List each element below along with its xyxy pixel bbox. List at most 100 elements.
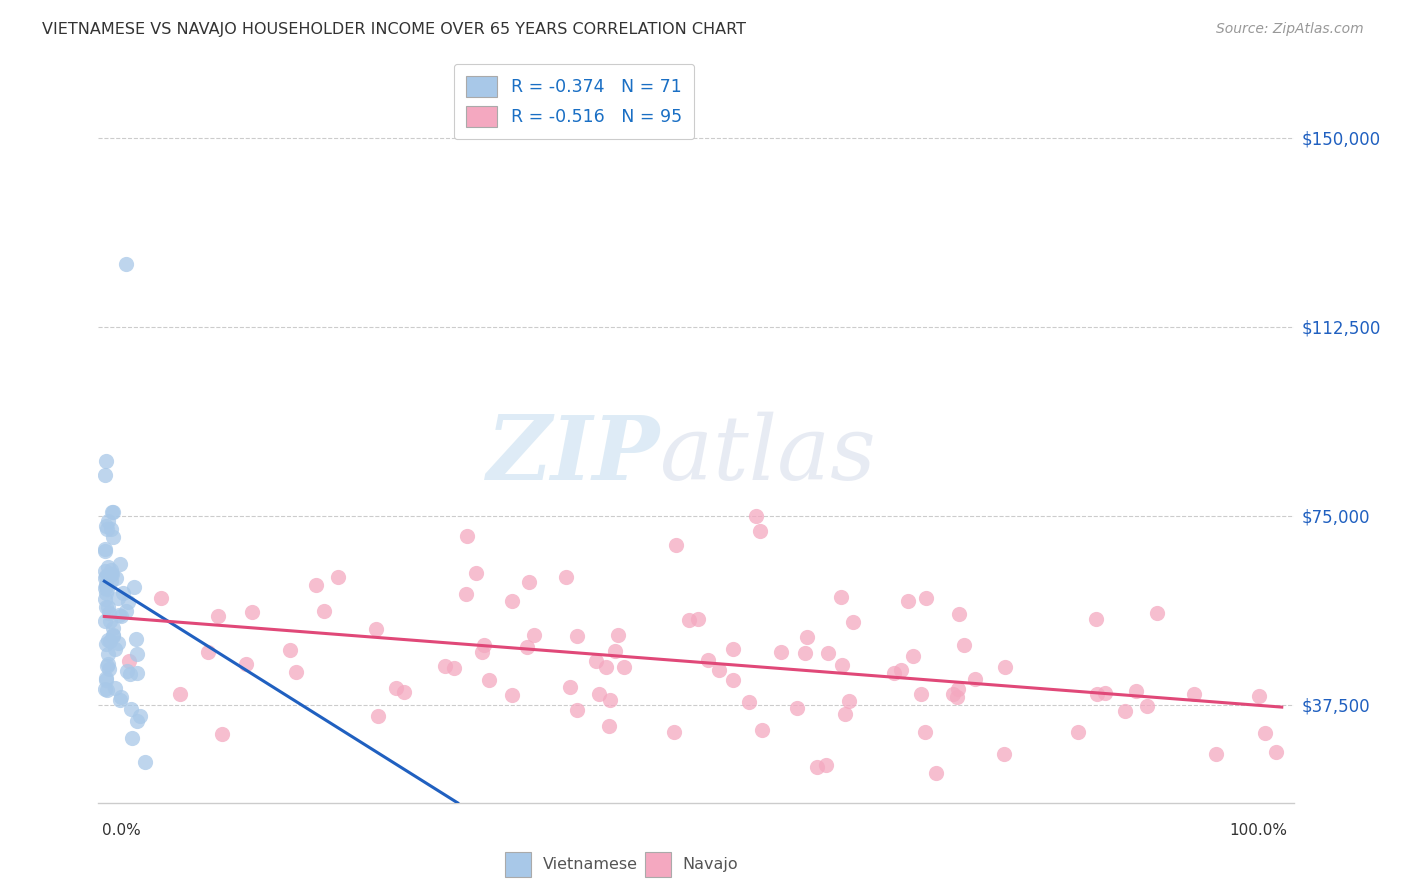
Point [305, 578, 328, 592]
Point [1136, 699, 1159, 714]
Text: Navajo: Navajo [683, 857, 738, 872]
Point [127, 647, 149, 661]
Point [114, 604, 136, 618]
Point [96, 683, 118, 698]
Point [890, 663, 912, 677]
Point [94, 579, 117, 593]
Point [897, 593, 920, 607]
Point [100, 574, 122, 588]
Point [312, 604, 335, 618]
Text: VIETNAMESE VS NAVAJO HOUSEHOLDER INCOME OVER 65 YEARS CORRELATION CHART: VIETNAMESE VS NAVAJO HOUSEHOLDER INCOME … [42, 22, 747, 37]
Point [108, 693, 131, 707]
Point [100, 522, 122, 536]
Point [94, 581, 117, 595]
Point [101, 621, 124, 635]
Point [107, 636, 129, 650]
Point [456, 529, 478, 543]
Point [97, 600, 120, 615]
Point [554, 569, 576, 583]
Point [834, 706, 856, 721]
Point [688, 612, 710, 626]
Point [1085, 687, 1108, 701]
Point [104, 681, 127, 695]
Point [97, 567, 120, 582]
Point [465, 566, 488, 580]
Point [96, 659, 118, 673]
Point [585, 654, 607, 668]
Point [607, 628, 630, 642]
Point [472, 639, 495, 653]
Point [1265, 745, 1288, 759]
Point [96, 582, 118, 596]
Point [994, 659, 1017, 673]
Point [112, 585, 135, 599]
Point [794, 647, 817, 661]
Point [108, 558, 131, 572]
Point [94, 591, 117, 606]
Point [364, 622, 387, 636]
Point [946, 682, 969, 697]
Point [471, 645, 494, 659]
Point [121, 731, 143, 745]
Point [830, 590, 852, 604]
Point [434, 659, 457, 673]
Text: ZIP: ZIP [486, 411, 661, 498]
Point [240, 605, 263, 619]
Point [107, 591, 129, 605]
Point [1254, 726, 1277, 740]
Point [565, 703, 588, 717]
Point [169, 687, 191, 701]
Point [751, 723, 773, 737]
Point [94, 541, 117, 556]
Point [942, 687, 965, 701]
Point [98, 634, 121, 648]
Point [745, 508, 768, 523]
Point [817, 646, 839, 660]
Point [94, 571, 117, 585]
Point [101, 530, 124, 544]
Point [98, 568, 121, 582]
Point [96, 600, 118, 615]
Point [120, 667, 142, 681]
Point [97, 559, 120, 574]
Point [1085, 612, 1108, 626]
Point [207, 609, 229, 624]
Point [599, 693, 621, 707]
Point [456, 587, 478, 601]
Point [883, 665, 905, 680]
Point [150, 591, 173, 605]
Point [948, 607, 970, 621]
Point [723, 642, 745, 657]
Point [565, 629, 588, 643]
Legend: R = -0.374   N = 71, R = -0.516   N = 95: R = -0.374 N = 71, R = -0.516 N = 95 [454, 63, 695, 139]
Point [110, 609, 132, 624]
Point [1249, 689, 1271, 703]
Point [721, 673, 744, 688]
Point [94, 519, 117, 533]
Point [326, 570, 349, 584]
Point [613, 659, 636, 673]
Point [1094, 686, 1116, 700]
Point [235, 657, 257, 671]
Point [125, 632, 148, 646]
Point [96, 585, 118, 599]
Point [806, 760, 828, 774]
Point [769, 645, 792, 659]
Point [127, 666, 149, 681]
Point [98, 614, 121, 628]
Point [122, 580, 145, 594]
Point [838, 694, 860, 708]
Point [523, 628, 546, 642]
Point [96, 671, 118, 685]
Point [107, 608, 129, 623]
Point [915, 591, 938, 605]
Point [748, 524, 770, 538]
Point [97, 662, 120, 676]
Point [104, 571, 127, 585]
Point [100, 563, 122, 577]
Point [1125, 684, 1147, 698]
Point [678, 613, 700, 627]
Text: 100.0%: 100.0% [1230, 823, 1288, 838]
Point [120, 702, 142, 716]
Point [914, 724, 936, 739]
